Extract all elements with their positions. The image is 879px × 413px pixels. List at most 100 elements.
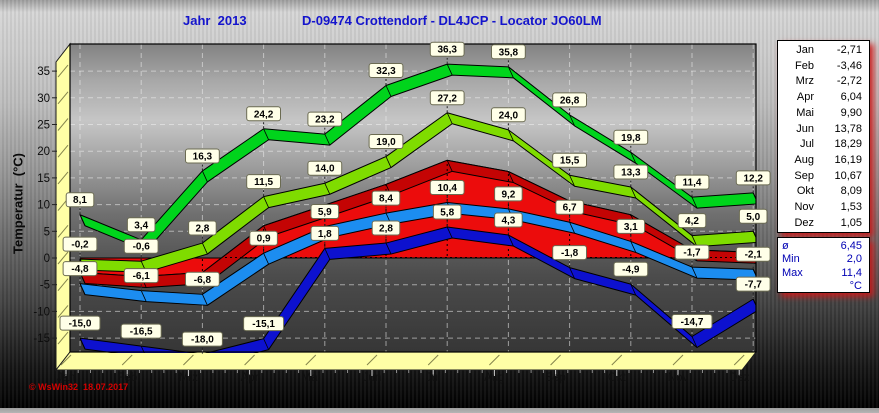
svg-text:-6,1: -6,1 <box>133 271 151 282</box>
stat-label <box>782 280 816 293</box>
legend-month-row: Mai 9,90 <box>782 106 862 122</box>
series-mean-max-marks: -0,2 -0,6 2,8 11,5 14,0 19,0 27,2 24,0 1… <box>62 90 768 261</box>
svg-text:0: 0 <box>44 253 50 265</box>
svg-text:-14,7: -14,7 <box>681 317 704 328</box>
svg-text:2,8: 2,8 <box>195 224 209 235</box>
legend-month-row: Apr 6,04 <box>782 90 862 106</box>
legend-month-label: Mai <box>796 106 814 119</box>
legend-month-label: Dez <box>794 216 814 229</box>
stat-row: Max 11,4 <box>782 267 862 280</box>
legend-month-value: -2,72 <box>836 75 862 88</box>
svg-text:26,8: 26,8 <box>560 95 580 106</box>
svg-text:10: 10 <box>37 200 50 212</box>
svg-text:Aug: Aug <box>484 372 504 384</box>
svg-text:4,2: 4,2 <box>685 216 699 227</box>
svg-text:35: 35 <box>37 66 50 78</box>
svg-text:-10: -10 <box>33 306 50 318</box>
legend-month-value: 16,19 <box>834 153 862 166</box>
legend-month-value: 18,29 <box>834 138 862 151</box>
svg-text:-18,0: -18,0 <box>191 335 214 346</box>
legend-month-row: Aug 16,19 <box>782 153 862 169</box>
svg-text:15: 15 <box>37 173 50 185</box>
stat-label: Max <box>782 266 803 279</box>
legend-month-value: -3,46 <box>836 59 862 72</box>
svg-text:12,2: 12,2 <box>743 173 763 184</box>
legend-month-row: Sep 10,67 <box>782 169 862 185</box>
svg-text:-1,8: -1,8 <box>561 248 579 259</box>
legend-month-row: Jul 18,29 <box>782 137 862 153</box>
svg-text:0,9: 0,9 <box>257 234 271 245</box>
svg-text:35,8: 35,8 <box>499 47 519 58</box>
legend-month-label: Jul <box>799 138 814 151</box>
series-mean-min-marks: -4,8 -6,1 -6,8 0,9 5,9 8,4 10,4 9,2 6,7 … <box>62 180 771 294</box>
legend-month-label: Sep <box>794 169 814 182</box>
svg-text:-0,2: -0,2 <box>71 240 89 251</box>
legend-month-label: Nov <box>794 201 814 214</box>
svg-text:32,3: 32,3 <box>376 66 396 77</box>
legend-month-row: Nov 1,53 <box>782 200 862 216</box>
svg-text:16,3: 16,3 <box>193 152 213 163</box>
stat-label: ø <box>782 240 789 252</box>
svg-text:23,2: 23,2 <box>315 115 335 126</box>
series-absolute-min-marks: -15,0 -16,5 -18,0 -15,1 1,8 2,8 5,8 4,3 … <box>59 204 771 354</box>
year-label: Jahr 2013 <box>183 13 247 28</box>
legend-month-value: 1,05 <box>840 216 862 229</box>
svg-text:6,7: 6,7 <box>563 203 577 214</box>
svg-text:19,8: 19,8 <box>621 133 641 144</box>
svg-text:Okt: Okt <box>608 372 627 384</box>
series-absolute-max-marks: 8,1 3,4 16,3 24,2 23,2 32,3 36,3 35,8 26… <box>65 41 771 240</box>
stat-row: ø 6,45 <box>782 240 862 253</box>
svg-text:5,8: 5,8 <box>440 208 454 219</box>
monthly-values-panel: Jan -2,71 Feb -3,46 Mrz -2,72 Apr 6,04 Mai 9,90 Ju… <box>777 40 870 233</box>
legend-month-label: Jan <box>796 44 814 56</box>
svg-text:Apr: Apr <box>241 372 259 384</box>
y-axis: -15 -10 -5 0 5 10 15 20 25 30 35 <box>33 64 69 345</box>
stat-row: Min 2,0 <box>782 253 862 266</box>
svg-text:14,0: 14,0 <box>315 164 335 175</box>
svg-text:36,3: 36,3 <box>437 45 457 56</box>
legend-month-row: Okt 8,09 <box>782 184 862 200</box>
svg-text:Mrz: Mrz <box>179 372 198 384</box>
svg-text:25: 25 <box>37 120 50 132</box>
stat-value: °C <box>849 280 862 293</box>
svg-text:9,2: 9,2 <box>501 189 515 200</box>
legend-month-label: Aug <box>794 153 814 166</box>
svg-text:Jun: Jun <box>363 372 382 384</box>
svg-text:Mai: Mai <box>302 372 321 384</box>
station-title: D-09474 Crottendorf - DL4JCP - Locator J… <box>302 13 602 28</box>
legend-month-value: 13,78 <box>834 122 862 135</box>
svg-text:-16,5: -16,5 <box>130 327 153 338</box>
svg-text:Jul: Jul <box>426 372 441 384</box>
legend-month-value: 8,09 <box>840 185 862 198</box>
legend-month-value: 1,53 <box>840 201 862 214</box>
svg-text:19,0: 19,0 <box>376 137 396 148</box>
svg-text:-6,8: -6,8 <box>194 275 212 286</box>
svg-text:5,9: 5,9 <box>318 207 332 218</box>
svg-text:5: 5 <box>44 226 50 238</box>
stat-label: Min <box>782 253 800 266</box>
svg-text:-4,9: -4,9 <box>622 265 640 276</box>
svg-text:Sep: Sep <box>545 372 565 384</box>
legend-month-row: Dez 1,05 <box>782 216 862 232</box>
svg-text:8,4: 8,4 <box>379 194 393 205</box>
svg-text:11,4: 11,4 <box>683 178 702 189</box>
legend-month-row: Feb -3,46 <box>782 59 862 75</box>
svg-text:10,4: 10,4 <box>437 183 457 194</box>
svg-text:3,4: 3,4 <box>134 220 148 231</box>
legend-month-label: Jun <box>796 122 814 135</box>
svg-text:-2,1: -2,1 <box>745 250 763 261</box>
svg-text:13,3: 13,3 <box>621 168 641 179</box>
svg-text:24,2: 24,2 <box>254 109 274 120</box>
stat-row: °C <box>782 280 862 293</box>
svg-text:4,3: 4,3 <box>501 216 515 227</box>
svg-text:-4,8: -4,8 <box>71 264 89 275</box>
bottom-axis-wall <box>54 351 758 371</box>
legend-month-label: Okt <box>796 185 814 198</box>
svg-text:15,5: 15,5 <box>560 156 580 167</box>
stat-value: 11,4 <box>841 266 862 279</box>
svg-text:-1,7: -1,7 <box>683 248 701 259</box>
stat-value: 2,0 <box>846 253 862 266</box>
